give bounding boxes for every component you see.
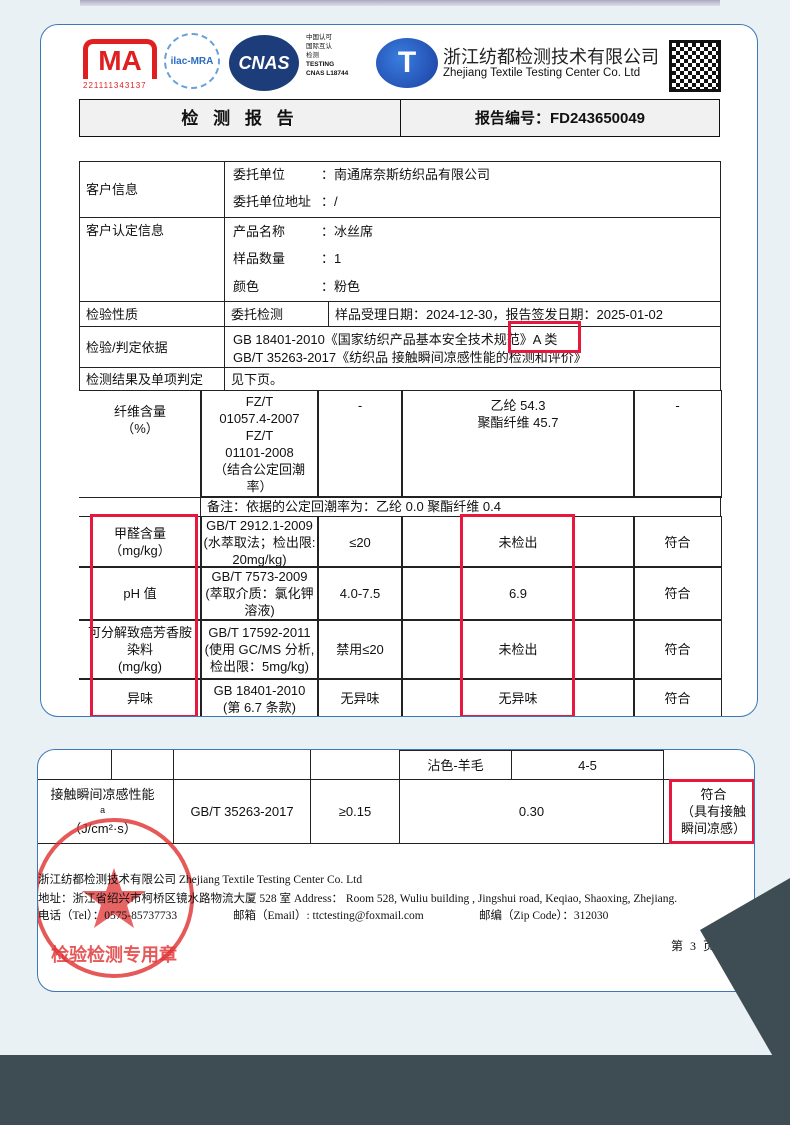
result-cell-method: GB/T 2912.1-2009 (水萃取法；检出限: 20mg/kg) — [200, 516, 319, 568]
company-name-en: Zhejiang Textile Testing Center Co. Ltd — [443, 67, 641, 79]
cnas-line: CNAS L18744 — [306, 70, 349, 77]
bottom-band — [0, 1055, 790, 1125]
cnas-logo: CNAS — [229, 35, 299, 91]
cell — [111, 750, 174, 780]
basis-line: GB/T 35263-2017《纺织品 接触瞬间凉感性能的检测和评价》 — [233, 350, 587, 365]
result-cell-verdict: 符合 — [633, 619, 722, 680]
company-logo-icon: T — [376, 38, 438, 88]
label: 颜色 — [233, 279, 260, 294]
basis-line: GB 18401-2010《国家纺织产品基本安全技术规范》A 类 — [233, 332, 558, 347]
result-cell-item: pH 值 — [79, 566, 202, 621]
result-cell-item: 甲醛含量 （mg/kg） — [79, 516, 202, 568]
footer-tel: 电话（Tel）：0575-85737733 — [38, 910, 178, 922]
result-cell-item: 纤维含量 （%） — [79, 390, 202, 498]
cnas-line: 中国认可 — [306, 34, 332, 41]
result-value: 见下页。 — [224, 367, 721, 391]
cooling-result: 0.30 — [399, 779, 664, 844]
result-cell-item: 可分解致癌芳香胺 染料 (mg/kg) — [79, 619, 202, 680]
report-page-1-footer: 沾色-羊毛 4-5 接触瞬间凉感性能 ᵃ （J/cm²·s） GB/T 3526… — [37, 749, 755, 992]
official-seal: 检验检测专用章 — [38, 818, 194, 978]
cell — [173, 750, 311, 780]
highlight-box — [90, 514, 198, 716]
result-cell-result: 无异味 — [401, 678, 635, 716]
result-cell-verdict: - — [633, 390, 722, 498]
label: 产品名称 — [233, 224, 286, 239]
label: 委托单位地址 — [233, 194, 312, 209]
result-cell-limit: 无异味 — [317, 678, 403, 716]
confirm-info-label: 客户认定信息 — [79, 217, 225, 302]
highlight-box — [508, 321, 581, 353]
result-cell-limit: 4.0-7.5 — [317, 566, 403, 621]
label: 委托单位 — [233, 167, 286, 182]
cnas-text: 中国认可国际互认检测 TESTING CNAS L18744 — [306, 33, 348, 78]
cnas-line: 国际互认 — [306, 43, 332, 50]
result-cell-method: FZ/T 01057.4-2007 FZ/T 01101-2008 （结合公定回… — [200, 390, 319, 498]
cell — [310, 750, 400, 780]
result-cell-method: GB/T 17592-2011 (使用 GC/MS 分析, 检出限：5mg/kg… — [200, 619, 319, 680]
nature-label: 检验性质 — [79, 301, 225, 327]
confirm-info-values — [224, 217, 721, 302]
report-page-1: MA 221111343137 ilac-MRA CNAS 中国认可国际互认检测… — [40, 24, 758, 717]
result-cell-item: 异味 — [79, 678, 202, 716]
svg-text:检验检测专用章: 检验检测专用章 — [51, 944, 177, 965]
stain-value: 4-5 — [511, 750, 664, 780]
result-cell-result: 6.9 — [401, 566, 635, 621]
result-cell-method: GB 18401-2010 (第 6.7 条款) — [200, 678, 319, 716]
cooling-limit: ≥0.15 — [310, 779, 400, 844]
result-cell-result: 乙纶 54.3 聚酯纤维 45.7 — [401, 390, 635, 498]
cnas-line: TESTING — [306, 61, 335, 68]
previous-page-edge — [80, 0, 720, 6]
value: ：粉色 — [321, 279, 361, 294]
value: ：/ — [321, 194, 338, 209]
result-cell-result: 未检出 — [401, 619, 635, 680]
cooling-verdict: 符合 （具有接触 瞬间凉感） — [663, 779, 754, 844]
report-number: 报告编号：FD243650049 — [400, 99, 720, 137]
cma-logo: MA — [83, 39, 157, 79]
value: ：南通席奈斯纺织品有限公司 — [321, 167, 491, 182]
cnas-line: 检测 — [306, 52, 319, 59]
result-cell-limit: ≤20 — [317, 516, 403, 568]
nature-value: 委托检测 — [224, 301, 329, 327]
ilac-mra-logo: ilac-MRA — [164, 33, 220, 89]
result-cell-verdict: 符合 — [633, 678, 722, 716]
value: ：1 — [321, 251, 342, 266]
highlight-box — [460, 514, 575, 716]
footer-company: 浙江纺都检测技术有限公司 Zhejiang Textile Testing Ce… — [38, 874, 363, 886]
result-cell-verdict: 符合 — [633, 566, 722, 621]
label: 样品数量 — [233, 251, 286, 266]
footer-address: 地址：浙江省绍兴市柯桥区镜水路物流大厦 528 室 Address： Room … — [38, 893, 678, 905]
footer-zip: 邮编（Zip Code）：312030 — [479, 910, 609, 922]
result-label: 检测结果及单项判定 — [79, 367, 225, 391]
result-cell-limit: 禁用≤20 — [317, 619, 403, 680]
result-cell-method: GB/T 7573-2009 (萃取介质：氯化钾 溶液) — [200, 566, 319, 621]
qr-code — [669, 40, 721, 92]
highlight-box — [669, 779, 754, 844]
result-cell-verdict: 符合 — [633, 516, 722, 568]
stain-label: 沾色-羊毛 — [399, 750, 512, 780]
cell — [38, 750, 112, 780]
company-name-cn: 浙江纺都检测技术有限公司 — [443, 47, 659, 67]
basis-label: 检验/判定依据 — [79, 326, 225, 368]
value: ：冰丝席 — [321, 224, 374, 239]
footer-email: 邮箱（Email）: ttctesting@foxmail.com — [233, 910, 424, 922]
result-cell-limit: - — [317, 390, 403, 498]
report-title: 检 测 报 告 — [79, 99, 401, 137]
client-info-label: 客户信息 — [79, 161, 225, 218]
cma-number: 221111343137 — [83, 81, 147, 90]
